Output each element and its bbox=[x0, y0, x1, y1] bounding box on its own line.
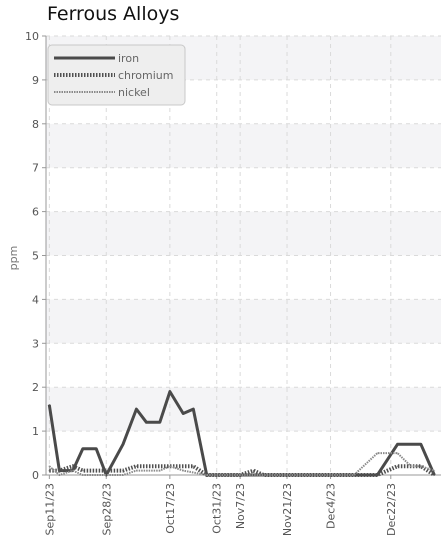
data-point-chromium bbox=[396, 465, 399, 468]
y-tick-label: 1 bbox=[32, 425, 39, 438]
data-point-iron bbox=[122, 443, 124, 446]
y-tick-label: 7 bbox=[32, 162, 39, 175]
data-point-chromium bbox=[71, 465, 74, 468]
data-point-chromium bbox=[376, 474, 379, 476]
data-point-chromium bbox=[105, 469, 108, 472]
data-point-nickel bbox=[169, 465, 171, 468]
data-point-nickel bbox=[353, 474, 355, 476]
legend-box bbox=[47, 44, 186, 106]
y-tick-labels: 0 1 2 3 4 5 6 7 8 9 10 bbox=[25, 30, 39, 482]
y-tick-label: 10 bbox=[25, 30, 39, 43]
background-bands bbox=[46, 36, 441, 475]
data-point-nickel bbox=[410, 465, 412, 468]
data-point-chromium bbox=[262, 474, 265, 476]
data-point-iron bbox=[159, 421, 161, 424]
y-tick-label: 4 bbox=[32, 293, 39, 306]
x-tick-label: Dec22/23 bbox=[385, 483, 398, 536]
data-point-chromium bbox=[135, 465, 138, 468]
data-point-chromium bbox=[58, 469, 61, 472]
data-point-nickel bbox=[433, 469, 436, 472]
data-point-nickel bbox=[396, 452, 399, 454]
y-tick-label: 5 bbox=[32, 250, 39, 263]
background-band bbox=[46, 123, 441, 168]
data-point-chromium bbox=[192, 465, 195, 468]
background-band bbox=[46, 167, 441, 212]
data-point-iron bbox=[145, 421, 148, 424]
x-tick-label: Oct31/23 bbox=[211, 483, 224, 534]
data-point-iron bbox=[95, 447, 98, 450]
y-axis-label: ppm bbox=[7, 246, 20, 271]
x-tick-label: Dec4/23 bbox=[325, 483, 338, 529]
x-tick-label: Oct17/23 bbox=[164, 483, 177, 534]
background-band bbox=[46, 211, 441, 256]
data-point-nickel bbox=[376, 452, 379, 454]
data-point-iron bbox=[82, 447, 84, 450]
x-tick-labels: Sep11/23 Sep28/23 Oct17/23 Oct31/23 Nov7/23 N… bbox=[43, 483, 397, 536]
x-tick-label: Sep11/23 bbox=[43, 483, 56, 535]
series-lines bbox=[47, 390, 436, 477]
background-band bbox=[46, 299, 441, 344]
x-tick-label: Nov7/23 bbox=[234, 483, 247, 529]
data-point-nickel bbox=[182, 469, 185, 472]
y-tick-label: 6 bbox=[32, 206, 39, 219]
data-point-nickel bbox=[135, 469, 138, 472]
data-point-nickel bbox=[205, 474, 208, 476]
y-tick-label: 0 bbox=[32, 469, 39, 482]
data-point-iron bbox=[396, 443, 399, 446]
data-point-iron bbox=[182, 412, 185, 415]
data-point-iron bbox=[135, 408, 138, 410]
legend: iron chromium nickel bbox=[47, 44, 186, 106]
data-point-chromium bbox=[82, 469, 84, 472]
data-point-chromium bbox=[433, 474, 436, 476]
y-tick-label: 2 bbox=[32, 381, 39, 394]
y-tick-label: 9 bbox=[32, 74, 39, 87]
data-point-chromium bbox=[48, 469, 51, 472]
x-tick-label: Nov21/23 bbox=[281, 483, 294, 536]
data-point-iron bbox=[192, 408, 195, 410]
x-tick-label: Sep28/23 bbox=[100, 483, 113, 535]
data-point-nickel bbox=[420, 465, 422, 468]
y-tick-label: 8 bbox=[32, 118, 39, 131]
background-band bbox=[46, 343, 441, 388]
background-band bbox=[46, 255, 441, 300]
legend-label-iron: iron bbox=[118, 52, 139, 65]
data-point-iron bbox=[420, 443, 422, 446]
data-point-iron bbox=[48, 403, 51, 406]
legend-label-chromium: chromium bbox=[118, 69, 174, 82]
data-point-nickel bbox=[159, 469, 161, 472]
legend-label-nickel: nickel bbox=[118, 86, 150, 99]
y-tick-label: 3 bbox=[32, 337, 39, 350]
data-point-nickel bbox=[71, 469, 74, 472]
data-point-nickel bbox=[58, 474, 61, 476]
data-point-nickel bbox=[122, 474, 124, 476]
chart-title: Ferrous Alloys bbox=[47, 3, 180, 25]
data-point-chromium bbox=[252, 469, 255, 472]
data-point-iron bbox=[169, 390, 171, 393]
data-point-chromium bbox=[122, 469, 124, 472]
data-point-nickel bbox=[82, 474, 84, 476]
series-line-nickel bbox=[48, 452, 435, 476]
data-point-nickel bbox=[48, 465, 51, 468]
series-line-chromium bbox=[49, 464, 436, 477]
background-band bbox=[46, 387, 441, 432]
